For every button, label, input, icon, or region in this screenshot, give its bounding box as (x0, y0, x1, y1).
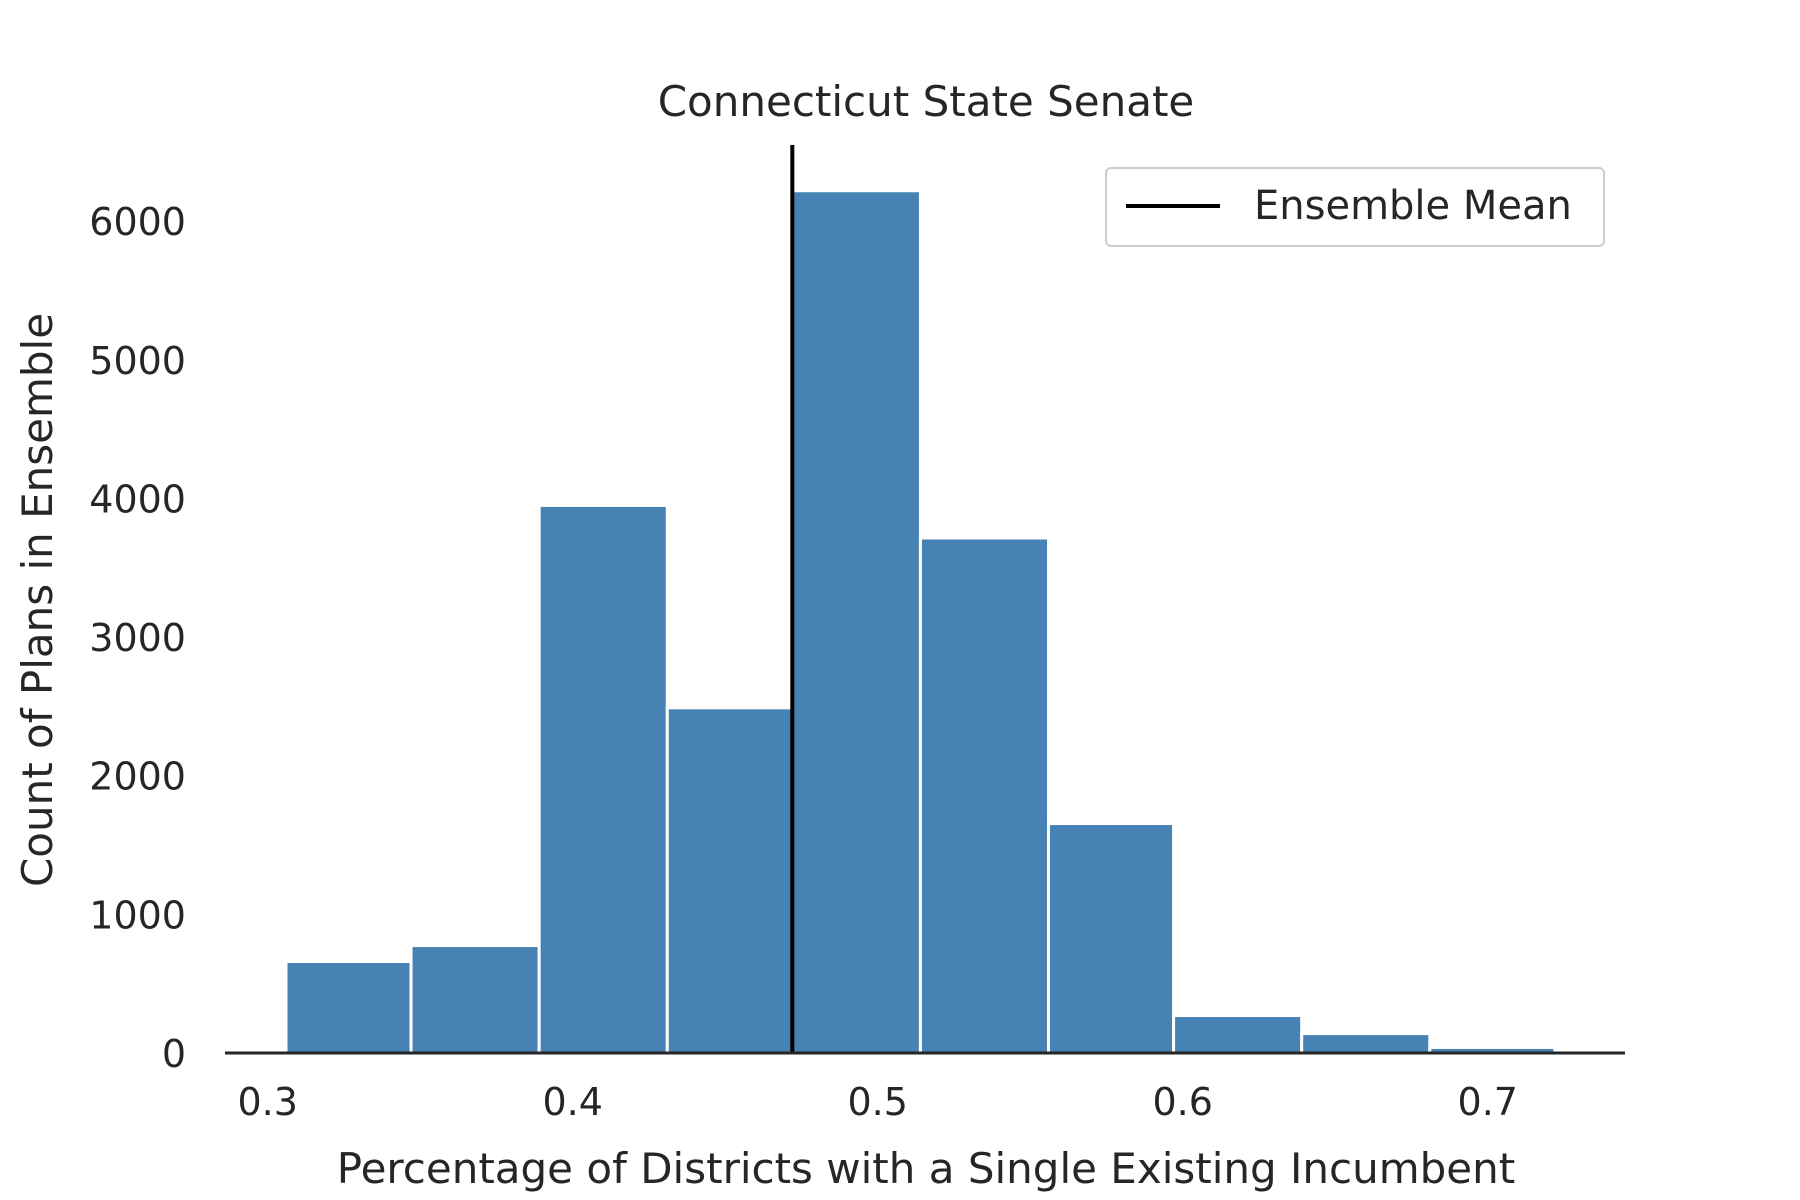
histogram-bar (1047, 822, 1176, 1055)
histogram-bar (409, 944, 541, 1055)
x-tick-labels: 0.3 0.4 0.5 0.6 0.7 (237, 1080, 1517, 1124)
legend: Ensemble Mean (1105, 167, 1605, 247)
histogram-bar (284, 960, 413, 1055)
y-tick-label: 4000 (89, 477, 186, 521)
y-tick-label: 5000 (89, 339, 186, 383)
y-tick-label: 1000 (89, 893, 186, 937)
chart-title: Connecticut State Senate (658, 77, 1195, 126)
x-axis-label: Percentage of Districts with a Single Ex… (337, 1144, 1515, 1193)
y-tick-label: 2000 (89, 755, 186, 799)
histogram-bar (665, 706, 794, 1055)
x-tick-label: 0.7 (1458, 1080, 1518, 1124)
y-tick-label: 3000 (89, 616, 186, 660)
histogram-bar (790, 189, 922, 1055)
histogram-bars (284, 189, 1557, 1055)
y-tick-label: 6000 (89, 200, 186, 244)
legend-box (1105, 167, 1605, 247)
y-tick-label: 0 (162, 1032, 186, 1076)
histogram-bar (537, 503, 669, 1055)
x-tick-label: 0.3 (237, 1080, 297, 1124)
histogram-bar (918, 536, 1051, 1055)
x-tick-label: 0.5 (848, 1080, 908, 1124)
x-tick-label: 0.6 (1153, 1080, 1213, 1124)
y-axis-label: Count of Plans in Ensemble (13, 313, 62, 887)
y-tick-labels: 0 1000 2000 3000 4000 5000 6000 (89, 200, 186, 1076)
histogram-bar (1300, 1032, 1432, 1055)
histogram-bar (1172, 1014, 1304, 1055)
legend-label: Ensemble Mean (1254, 183, 1572, 229)
x-tick-label: 0.4 (542, 1080, 602, 1124)
